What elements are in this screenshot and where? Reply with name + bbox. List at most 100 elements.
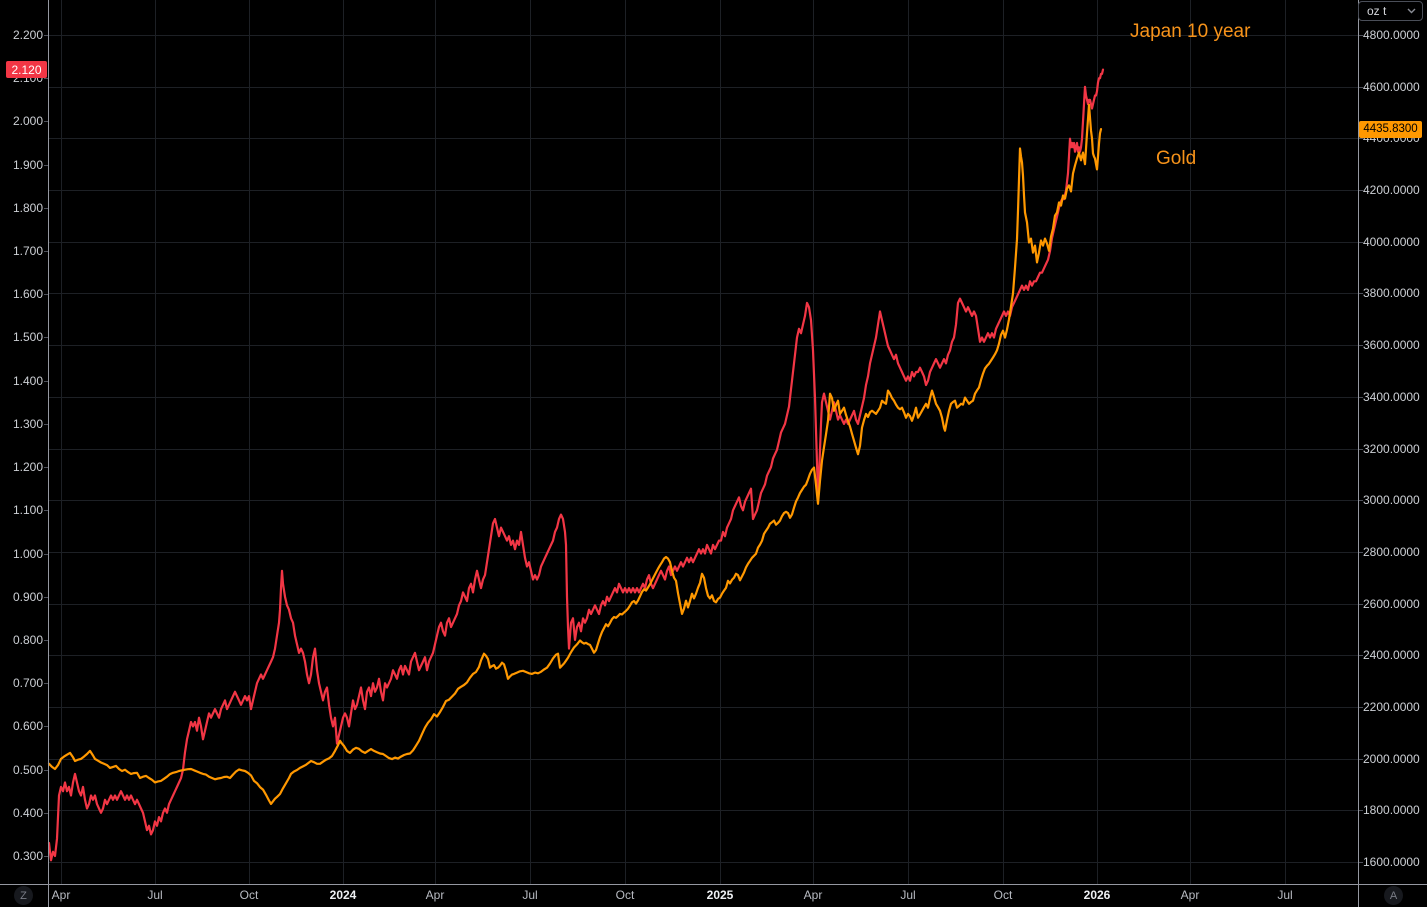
left-axis-tick-label: 1.300 xyxy=(12,416,43,431)
left-axis-tick-label: 1.400 xyxy=(12,373,43,388)
axis-tick-mark xyxy=(1359,35,1363,36)
time-axis-tick-label: Jul xyxy=(900,888,916,902)
right-axis-tick-label: 3000.0000 xyxy=(1363,493,1420,508)
axis-tick-mark xyxy=(44,337,48,339)
axis-tick-mark xyxy=(44,380,48,382)
japan-current-price-badge: 2.120 xyxy=(6,61,47,79)
left-price-axis[interactable]: 2.200 2.100 2.000 1.900 1.800 1.700 1.600 1.500… xyxy=(0,0,48,884)
axis-tick-mark xyxy=(1359,86,1363,88)
axis-tick-mark xyxy=(44,596,48,598)
series-line-japan-10-year[interactable] xyxy=(47,68,1105,862)
right-axis-tick-label: 2400.0000 xyxy=(1363,648,1420,663)
right-axis-tick-label: 3200.0000 xyxy=(1363,441,1420,456)
axis-tick-mark xyxy=(1359,138,1363,140)
axis-tick-mark xyxy=(1359,810,1363,812)
left-axis-tick-label: 1.600 xyxy=(12,287,43,302)
time-axis-tick-label: Apr xyxy=(425,888,445,902)
right-axis-tick-label: 2000.0000 xyxy=(1363,751,1420,766)
axis-tick-mark xyxy=(44,856,48,857)
series-line-gold[interactable] xyxy=(47,103,1103,806)
chevron-down-icon xyxy=(1407,8,1416,14)
axis-tick-mark xyxy=(44,510,48,512)
time-axis-tick-label: 2025 xyxy=(706,888,734,902)
right-axis-tick-label: 2200.0000 xyxy=(1363,699,1420,714)
left-axis-tick-label: 1.900 xyxy=(12,157,43,172)
axis-tick-mark xyxy=(44,35,48,36)
time-axis-tick-label: Jul xyxy=(1277,888,1293,902)
axis-tick-mark xyxy=(1359,241,1363,243)
axis-tick-mark xyxy=(1359,603,1363,605)
time-axis-tick-label: 2026 xyxy=(1083,888,1111,902)
axis-tick-mark xyxy=(44,78,48,80)
plot-svg xyxy=(47,0,1358,884)
axis-tick-mark xyxy=(44,294,48,296)
unit-selector-dropdown[interactable]: oz t xyxy=(1358,1,1423,21)
right-axis-tick-label: 1800.0000 xyxy=(1363,803,1420,818)
right-axis-tick-label: 2800.0000 xyxy=(1363,544,1420,559)
time-axis-tick-label: Oct xyxy=(993,888,1013,902)
unit-selector-label: oz t xyxy=(1367,4,1387,18)
left-price-axis-border xyxy=(48,0,49,907)
series-label-gold[interactable]: Gold xyxy=(1156,148,1197,169)
right-axis-tick-label: 4800.0000 xyxy=(1363,28,1420,42)
axis-tick-mark xyxy=(44,639,48,641)
gold-current-price-badge: 4435.8300 xyxy=(1359,120,1422,138)
right-axis-tick-label: 4200.0000 xyxy=(1363,183,1420,198)
left-axis-tick-label: 2.200 xyxy=(12,28,43,42)
left-axis-tick-label: 0.900 xyxy=(12,589,43,604)
axis-tick-mark xyxy=(44,251,48,253)
axis-tick-mark xyxy=(1359,190,1363,192)
right-axis-tick-label: 2600.0000 xyxy=(1363,596,1420,611)
right-price-axis-border xyxy=(1358,0,1359,907)
axis-tick-mark xyxy=(1359,862,1363,863)
axis-tick-mark xyxy=(1359,396,1363,398)
time-axis-tick-label: 2024 xyxy=(329,888,357,902)
series-label-japan-10-year[interactable]: Japan 10 year xyxy=(1130,21,1251,42)
time-axis[interactable]: Apr Jul Oct 2024 Apr Jul Oct 2025 Apr Jul Oct 2026 A… xyxy=(0,885,1427,907)
time-axis-border xyxy=(0,884,1427,885)
right-axis-tick-label: 4600.0000 xyxy=(1363,79,1420,94)
time-axis-tick-label: Apr xyxy=(51,888,71,902)
left-axis-tick-label: 2.000 xyxy=(12,114,43,129)
left-axis-tick-label: 0.400 xyxy=(12,805,43,820)
time-axis-tick-label: Apr xyxy=(803,888,823,902)
grid xyxy=(49,0,1358,884)
a-button[interactable]: A xyxy=(1384,886,1403,905)
axis-tick-mark xyxy=(1359,345,1363,347)
axis-tick-mark xyxy=(1359,758,1363,760)
axis-tick-mark xyxy=(1359,706,1363,708)
left-axis-tick-label: 0.300 xyxy=(12,849,43,863)
time-axis-tick-label: Jul xyxy=(522,888,538,902)
axis-tick-mark xyxy=(1359,655,1363,657)
axis-tick-mark xyxy=(44,207,48,209)
left-axis-tick-label: 1.000 xyxy=(12,546,43,561)
axis-tick-mark xyxy=(1359,448,1363,450)
axis-tick-mark xyxy=(44,726,48,728)
axis-tick-mark xyxy=(44,769,48,771)
left-axis-tick-label: 1.100 xyxy=(12,503,43,518)
left-axis-tick-label: 1.500 xyxy=(12,330,43,345)
axis-tick-mark xyxy=(1359,500,1363,502)
axis-tick-mark xyxy=(1359,293,1363,295)
axis-tick-mark xyxy=(44,683,48,685)
z-button[interactable]: Z xyxy=(14,886,33,905)
right-price-axis[interactable]: 4800.0000 4600.0000 4400.0000 4200.0000 4000… xyxy=(1359,0,1427,884)
axis-tick-mark xyxy=(44,553,48,555)
left-axis-tick-label: 0.800 xyxy=(12,632,43,647)
axis-tick-mark xyxy=(44,467,48,469)
right-axis-tick-label: 3800.0000 xyxy=(1363,286,1420,301)
time-axis-tick-label: Jul xyxy=(147,888,163,902)
left-axis-tick-label: 1.200 xyxy=(12,460,43,475)
time-axis-tick-label: Oct xyxy=(239,888,259,902)
axis-tick-mark xyxy=(44,423,48,425)
axis-tick-mark xyxy=(44,812,48,814)
left-axis-tick-label: 1.700 xyxy=(12,244,43,259)
right-axis-tick-label: 4000.0000 xyxy=(1363,234,1420,249)
time-axis-tick-label: Oct xyxy=(615,888,635,902)
axis-tick-mark xyxy=(44,121,48,123)
left-axis-tick-label: 0.600 xyxy=(12,719,43,734)
axis-tick-mark xyxy=(1359,551,1363,553)
left-axis-tick-label: 1.800 xyxy=(12,200,43,215)
right-axis-tick-label: 3400.0000 xyxy=(1363,389,1420,404)
